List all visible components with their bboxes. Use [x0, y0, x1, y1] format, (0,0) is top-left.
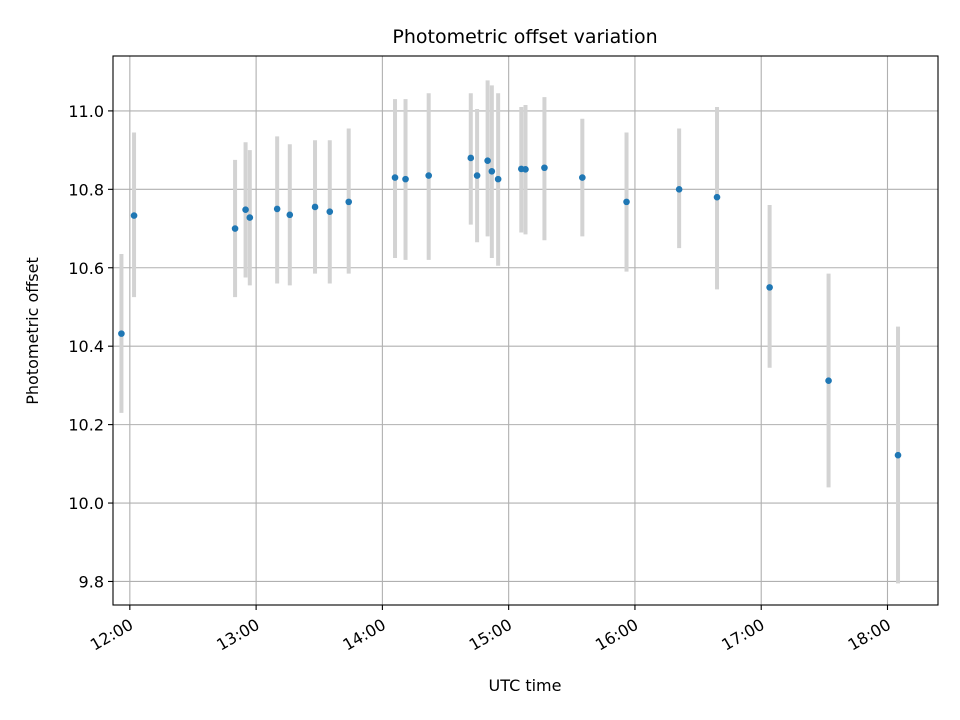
- data-point: [579, 174, 586, 181]
- data-point: [246, 214, 254, 221]
- data-point: [273, 205, 281, 213]
- y-tick-label: 10.2: [68, 416, 104, 435]
- data-point: [391, 174, 399, 181]
- data-points: [118, 154, 902, 459]
- y-axis-label: Photometric offset: [23, 257, 42, 405]
- data-point: [484, 157, 491, 165]
- data-point: [494, 175, 502, 183]
- data-point: [242, 206, 249, 214]
- y-axis: 9.8 10.0 10.2 10.4 10.6 10.8 11.0: [68, 102, 113, 591]
- y-tick-label: 10.0: [68, 494, 104, 513]
- y-tick-label: 10.4: [68, 337, 104, 356]
- data-point: [130, 212, 138, 219]
- data-point: [675, 186, 683, 193]
- data-point: [894, 451, 902, 459]
- chart-title: Photometric offset variation: [392, 26, 657, 48]
- data-point: [541, 164, 548, 172]
- y-tick-label: 9.8: [79, 572, 104, 591]
- plot-frame: [112, 55, 939, 606]
- data-point: [402, 175, 409, 183]
- x-axis-label: UTC time: [489, 676, 562, 695]
- y-tick-label: 10.8: [68, 180, 104, 199]
- data-point: [467, 154, 475, 162]
- data-point: [231, 225, 239, 232]
- data-point: [825, 377, 832, 384]
- y-tick-label: 11.0: [68, 102, 104, 121]
- data-point: [473, 172, 481, 179]
- data-point: [311, 203, 319, 211]
- data-point: [286, 211, 294, 219]
- data-point: [766, 284, 773, 291]
- data-point: [522, 166, 529, 173]
- data-point: [345, 198, 353, 206]
- y-tick-label: 10.6: [68, 259, 104, 278]
- data-point: [713, 193, 721, 201]
- data-point: [623, 198, 630, 206]
- data-point: [425, 172, 432, 179]
- data-point: [488, 167, 496, 175]
- data-point: [118, 330, 125, 337]
- data-point: [326, 208, 334, 215]
